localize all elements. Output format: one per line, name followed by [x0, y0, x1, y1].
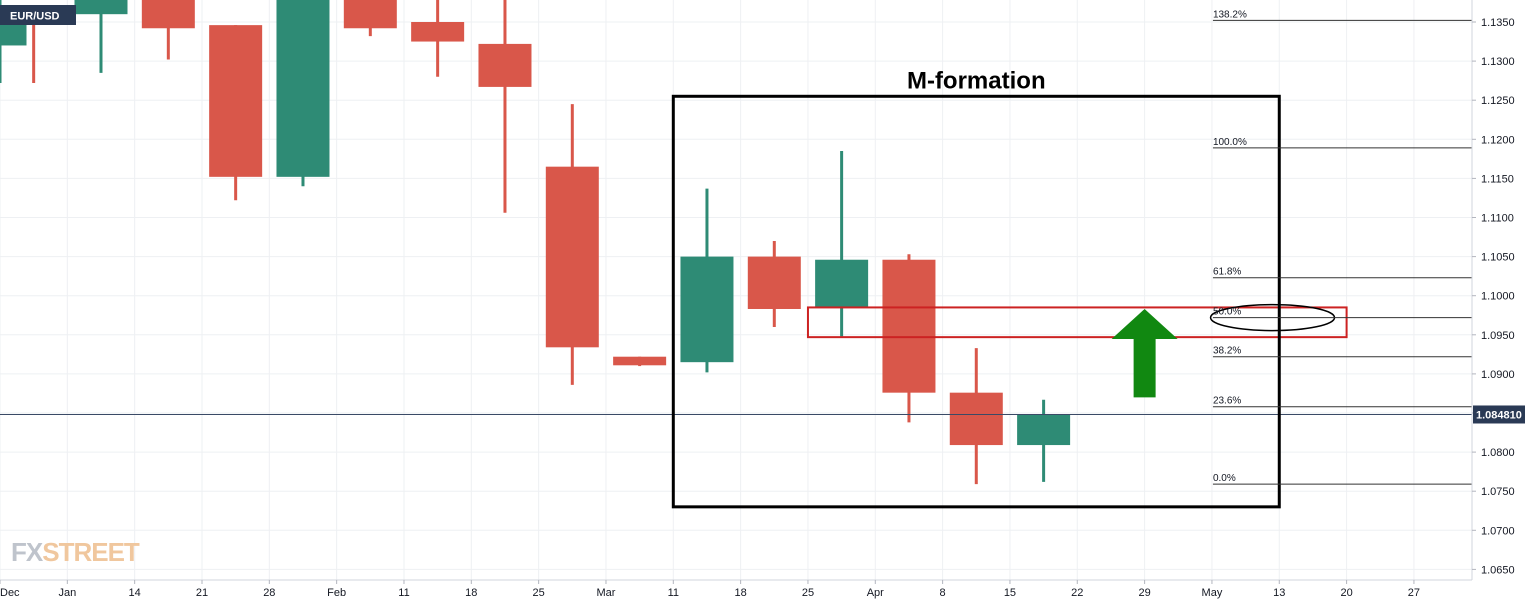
- candle-body: [276, 0, 330, 177]
- candle-bearish: [411, 0, 465, 77]
- price-tick-label: 1.1000: [1481, 291, 1515, 303]
- candle-bullish: [680, 188, 734, 373]
- candle-body: [747, 256, 801, 309]
- time-tick-label: May: [1202, 587, 1223, 599]
- price-tick-label: 1.1250: [1481, 95, 1515, 107]
- candle-body: [545, 166, 599, 348]
- price-tick-label: 1.0750: [1481, 486, 1515, 498]
- price-tick-label: 1.0950: [1481, 330, 1515, 342]
- candle-bearish: [545, 104, 599, 385]
- candle-body: [613, 356, 667, 366]
- fib-level-label: 61.8%: [1213, 267, 1241, 278]
- time-tick-label: 18: [735, 587, 747, 599]
- fxstreet-watermark: FXSTREET: [11, 537, 141, 567]
- candle-body: [74, 0, 128, 15]
- price-tick-label: 1.1200: [1481, 134, 1515, 146]
- time-tick-label: 22: [1071, 587, 1083, 599]
- candle-bullish: [815, 151, 869, 337]
- last-price-tag-bg: [1473, 405, 1525, 424]
- fib-level-label: 138.2%: [1213, 9, 1247, 20]
- price-tick-label: 1.1150: [1481, 173, 1514, 185]
- candle-bearish: [209, 25, 263, 201]
- time-tick-label: 13: [1273, 587, 1285, 599]
- resistance-zone: [806, 306, 1348, 339]
- candle-bearish: [949, 348, 1003, 485]
- time-tick-label: 18: [465, 587, 477, 599]
- up-arrow: [1111, 308, 1178, 398]
- time-tick-label: 21: [196, 587, 208, 599]
- fib-level-label: 38.2%: [1213, 346, 1241, 357]
- time-tick-label: 15: [1004, 587, 1016, 599]
- fib-levels: 138.2% 100.0% 61.8% 50.0% 38.2% 23.6% 0.0%: [1212, 9, 1472, 485]
- time-tick-label: Mar: [596, 587, 615, 599]
- price-tick-label: 1.0800: [1481, 447, 1515, 459]
- price-tick-label: 1.0700: [1481, 525, 1515, 537]
- candle-bearish: [613, 356, 667, 367]
- time-tick-label: 14: [129, 587, 141, 599]
- symbol-label[interactable]: EUR/USD: [0, 5, 76, 25]
- candle-bearish: [343, 0, 397, 37]
- time-tick-label: Jan: [58, 587, 76, 599]
- time-tick-label: 8: [940, 587, 946, 599]
- watermark-street: STREET: [42, 537, 140, 567]
- overlays: [671, 94, 1348, 509]
- fib-level-label: 50.0%: [1213, 307, 1241, 318]
- time-axis[interactable]: Dec Jan 14 21 28 Feb 11 18 25 Mar 11 18 25 Apr 8 15 22 29…: [0, 580, 1420, 599]
- candle-bullish: [276, 0, 330, 187]
- candle-bearish: [141, 0, 195, 60]
- price-tick-label: 1.1350: [1481, 17, 1515, 29]
- candle-bullish: [1017, 399, 1071, 482]
- price-tick-label: 1.0650: [1481, 564, 1515, 576]
- candle-body: [815, 259, 869, 308]
- time-tick-label: Dec: [0, 587, 20, 599]
- last-price-tag-text: 1.084810: [1476, 409, 1522, 421]
- candle-body: [949, 392, 1003, 446]
- time-tick-label: Feb: [327, 587, 346, 599]
- fib-level-label: 100.0%: [1213, 137, 1247, 148]
- candle-body: [478, 43, 532, 87]
- fib-level-label: 0.0%: [1213, 473, 1236, 484]
- candles: [0, 0, 1472, 485]
- time-tick-label: 25: [533, 587, 545, 599]
- time-tick-label: 28: [263, 587, 275, 599]
- candle-bearish: [882, 254, 936, 423]
- candle-body: [882, 259, 936, 393]
- time-tick-label: 29: [1138, 587, 1150, 599]
- candle-body: [343, 0, 397, 29]
- candle-body: [209, 25, 263, 177]
- price-tick-label: 1.1050: [1481, 252, 1515, 264]
- symbol-label-bg: [0, 5, 76, 25]
- symbol-label-text: EUR/USD: [10, 11, 60, 23]
- candle-bearish: [478, 0, 532, 213]
- candle-body: [411, 22, 465, 42]
- candle-bullish: [74, 0, 128, 73]
- candle-body: [1017, 414, 1071, 446]
- chart-title: M-formation: [907, 67, 1046, 94]
- watermark-logo: FXSTREET: [11, 537, 140, 567]
- time-tick-label: 11: [668, 587, 679, 599]
- m-formation-box: [671, 94, 1281, 509]
- fib-level-label: 23.6%: [1213, 396, 1241, 407]
- time-tick-label: 27: [1408, 587, 1420, 599]
- time-tick-label: 11: [398, 587, 409, 599]
- price-tick-label: 1.1100: [1481, 213, 1514, 225]
- watermark-fx: FX: [11, 537, 44, 567]
- candle-body: [680, 256, 734, 363]
- candle-body: [141, 0, 195, 29]
- time-tick-label: 20: [1340, 587, 1352, 599]
- last-price-tag: 1.084810: [1473, 405, 1525, 424]
- time-tick-label: 25: [802, 587, 814, 599]
- candle-bearish: [747, 240, 801, 327]
- price-tick-label: 1.0900: [1481, 369, 1515, 381]
- price-tick-label: 1.1300: [1481, 56, 1515, 68]
- time-tick-label: Apr: [867, 587, 884, 599]
